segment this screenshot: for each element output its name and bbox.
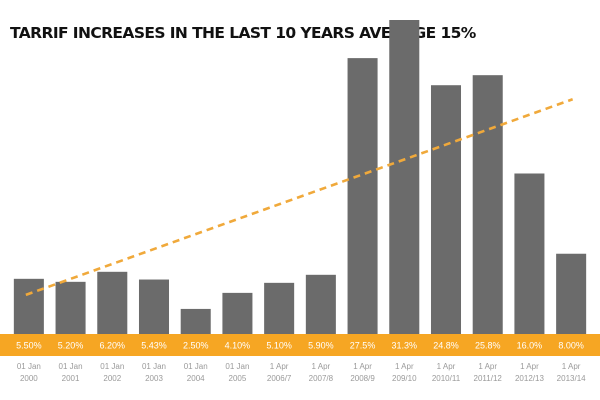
value-label: 31.3% (392, 341, 418, 351)
category-tick-label: 01 Jan (225, 362, 249, 371)
trend-line (25, 98, 574, 297)
value-label: 6.20% (100, 341, 126, 351)
bar (347, 58, 378, 335)
category-tick-label: 1 Apr (520, 362, 539, 371)
bar (430, 85, 462, 335)
category-tick-label: 1 Apr (562, 362, 581, 371)
labels-layer: 5.50% 5.20% 6.20% 5.43% 2.50% 4.10% 5.10% 5.90%… (16, 341, 586, 384)
category-tick-label: 1 Apr (270, 362, 289, 371)
category-tick-label: 01 Jan (17, 362, 41, 371)
bar (13, 278, 44, 334)
bar (97, 271, 128, 334)
category-tick-label: 2010/11 (432, 374, 461, 383)
category-tick-label: 2012/13 (515, 374, 544, 383)
category-tick-label: 1 Apr (312, 362, 331, 371)
bar (138, 279, 170, 334)
bar (180, 308, 211, 334)
category-tick-label: 01 Jan (100, 362, 124, 371)
category-tick-label: 209/10 (392, 374, 417, 383)
category-tick-label: 1 Apr (353, 362, 372, 371)
category-tick-label: 2013/14 (557, 374, 586, 383)
bar (514, 173, 545, 334)
category-tick-label: 01 Jan (142, 362, 166, 371)
value-label: 16.0% (517, 341, 543, 351)
category-tick-label: 2004 (187, 374, 205, 383)
value-label: 4.10% (225, 341, 251, 351)
bar (305, 274, 336, 334)
trend-layer (25, 98, 574, 297)
value-label: 27.5% (350, 341, 376, 351)
category-tick-label: 2002 (103, 374, 121, 383)
value-label: 5.90% (308, 341, 334, 351)
bar (472, 75, 503, 335)
value-label: 5.10% (266, 341, 292, 351)
value-label: 8.00% (558, 341, 584, 351)
category-tick-label: 2008/9 (350, 374, 375, 383)
category-tick-label: 2001 (62, 374, 80, 383)
category-tick-label: 1 Apr (478, 362, 497, 371)
chart-title: TARRIF INCREASES IN THE LAST 10 YEARS AV… (10, 24, 476, 42)
bars-layer (13, 20, 587, 335)
category-tick-label: 2006/7 (267, 374, 292, 383)
value-label: 2.50% (183, 341, 209, 351)
category-tick-label: 01 Jan (184, 362, 208, 371)
value-label: 5.43% (141, 341, 167, 351)
value-label: 5.20% (58, 341, 84, 351)
bar (389, 20, 420, 334)
category-tick-label: 1 Apr (395, 362, 414, 371)
category-tick-label: 2003 (145, 374, 163, 383)
category-tick-label: 1 Apr (437, 362, 456, 371)
value-label: 24.8% (433, 341, 459, 351)
bar (55, 281, 86, 334)
value-band-layer (0, 334, 600, 356)
bar (556, 253, 587, 334)
value-label: 5.50% (16, 341, 42, 351)
category-tick-label: 2007/8 (309, 374, 334, 383)
category-tick-label: 2000 (20, 374, 38, 383)
category-tick-label: 2011/12 (474, 374, 503, 383)
value-label: 25.8% (475, 341, 501, 351)
bar (222, 292, 253, 334)
value-band (0, 334, 600, 356)
category-tick-label: 2005 (229, 374, 247, 383)
category-tick-label: 01 Jan (59, 362, 83, 371)
bar (264, 282, 295, 334)
